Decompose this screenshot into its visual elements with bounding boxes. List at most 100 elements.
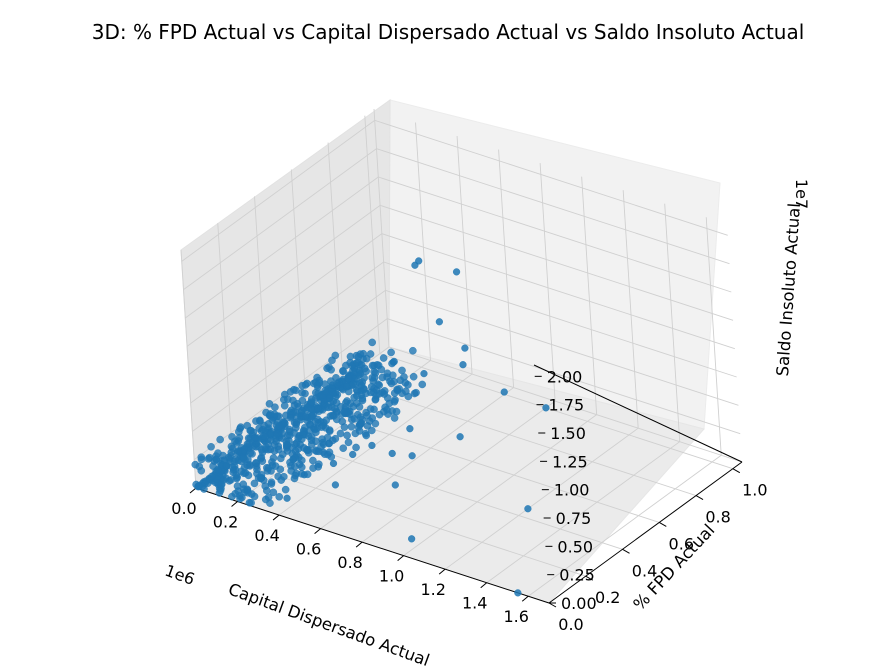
scatter-point bbox=[325, 363, 333, 371]
scatter-point bbox=[383, 394, 392, 402]
scatter-point bbox=[415, 257, 423, 265]
scatter-point bbox=[352, 443, 360, 452]
y-tick-mark bbox=[622, 548, 630, 554]
scatter-point bbox=[379, 354, 388, 362]
x-tick-mark bbox=[480, 582, 488, 589]
x-tick-mark bbox=[231, 501, 238, 507]
scatter-point bbox=[343, 431, 351, 440]
scatter-point bbox=[286, 413, 295, 422]
chart-title: 3D: % FPD Actual vs Capital Dispersado A… bbox=[92, 20, 805, 44]
x-tick-label: 1.6 bbox=[504, 607, 529, 626]
scatter-point bbox=[344, 438, 353, 447]
scatter-point bbox=[542, 404, 550, 412]
scatter-point bbox=[362, 389, 370, 398]
scatter-point bbox=[197, 455, 206, 464]
scatter-point bbox=[292, 418, 301, 426]
z-tick-label: 1.00 bbox=[554, 481, 590, 500]
scatter-point bbox=[378, 388, 387, 397]
scatter-point bbox=[207, 472, 216, 481]
scatter-point bbox=[235, 428, 243, 436]
scatter-points bbox=[191, 257, 550, 597]
scatter-point bbox=[357, 419, 366, 427]
scatter-point bbox=[362, 431, 371, 440]
scatter-point bbox=[246, 426, 255, 435]
scatter-point bbox=[273, 412, 282, 420]
x-axis-line bbox=[195, 487, 550, 604]
scatter-point bbox=[230, 457, 239, 466]
scatter-point bbox=[378, 373, 387, 382]
scatter-point bbox=[390, 377, 398, 386]
y-tick-label: 1.0 bbox=[742, 481, 767, 500]
scatter-point bbox=[275, 422, 283, 430]
x-offset-text: 1e6 bbox=[162, 561, 197, 589]
x-tick-label: 0.4 bbox=[254, 526, 279, 545]
scatter-point bbox=[207, 442, 215, 451]
y-tick-mark bbox=[585, 575, 594, 581]
scatter-point bbox=[325, 394, 334, 402]
y-tick-label: 0.2 bbox=[595, 588, 620, 607]
scatter-point bbox=[240, 485, 248, 494]
y-tick-mark bbox=[732, 468, 741, 474]
scatter-point bbox=[273, 429, 281, 438]
x-tick-label: 1.0 bbox=[379, 567, 404, 586]
scatter-point bbox=[235, 492, 244, 500]
scatter-point bbox=[278, 450, 287, 459]
grid-line-z bbox=[190, 261, 737, 404]
grid-line-z bbox=[186, 204, 734, 347]
scatter-point bbox=[214, 465, 222, 474]
scatter-point bbox=[191, 460, 200, 469]
grid-line-z bbox=[193, 318, 741, 461]
scatter-point bbox=[384, 410, 392, 418]
scatter-point bbox=[315, 379, 324, 387]
scatter-point bbox=[408, 452, 416, 460]
scatter-point bbox=[219, 451, 227, 460]
scatter-point bbox=[301, 412, 310, 421]
scatter-point bbox=[325, 448, 334, 457]
x-tick-label: 0.0 bbox=[171, 499, 196, 518]
scatter-point bbox=[353, 391, 361, 400]
scatter-point bbox=[250, 479, 259, 488]
scatter-point bbox=[300, 444, 308, 452]
scatter-point bbox=[275, 493, 284, 501]
scatter-point bbox=[281, 485, 290, 494]
scatter-point bbox=[383, 369, 392, 378]
scatter-point bbox=[317, 423, 326, 431]
scatter-point bbox=[401, 379, 410, 387]
scatter-point bbox=[301, 423, 309, 432]
scatter-point bbox=[366, 350, 375, 358]
y-tick-label: 0.0 bbox=[558, 615, 583, 634]
scatter-point bbox=[387, 348, 395, 357]
scatter-point bbox=[222, 461, 231, 470]
y-tick-label: 0.6 bbox=[669, 534, 694, 553]
scatter-point bbox=[324, 403, 333, 412]
scatter-point bbox=[461, 344, 469, 352]
scatter-point bbox=[291, 453, 300, 462]
grid-line-z bbox=[181, 119, 728, 262]
z-tick-label: 2.00 bbox=[547, 367, 583, 386]
scatter-point bbox=[408, 535, 416, 543]
scatter-point bbox=[257, 471, 266, 479]
scatter-point bbox=[456, 433, 464, 441]
scatter-point bbox=[353, 410, 362, 419]
y-axis-line bbox=[548, 461, 743, 604]
scatter-point bbox=[391, 481, 399, 489]
scatter-point bbox=[252, 459, 260, 468]
scatter-point bbox=[352, 399, 361, 408]
scatter-point bbox=[406, 425, 414, 433]
scatter-point bbox=[371, 395, 380, 403]
scatter-point bbox=[271, 462, 280, 470]
scatter-point bbox=[293, 399, 302, 408]
axis-lines bbox=[195, 364, 743, 604]
scatter-point bbox=[291, 447, 300, 455]
scatter-point bbox=[311, 446, 320, 455]
scatter-point bbox=[352, 351, 361, 360]
z-tick-label: 1.75 bbox=[549, 396, 585, 415]
scatter-point bbox=[280, 401, 289, 410]
scatter-point bbox=[381, 403, 389, 412]
scatter-point bbox=[401, 387, 410, 396]
scatter-point bbox=[261, 433, 270, 441]
y-tick-label: 0.4 bbox=[632, 561, 657, 580]
x-axis-label: Capital Dispersado Actual bbox=[226, 580, 432, 671]
scatter-point bbox=[256, 417, 264, 426]
scatter-point bbox=[500, 388, 508, 396]
